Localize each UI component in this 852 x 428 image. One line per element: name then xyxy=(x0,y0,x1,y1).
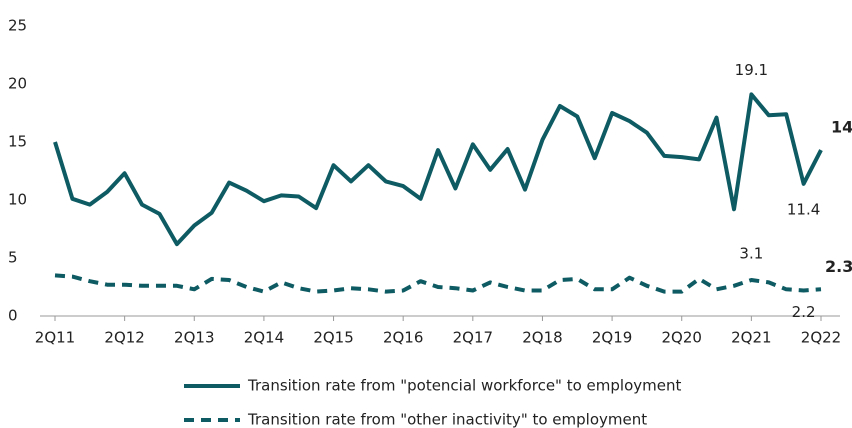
x-tick-label: 2Q14 xyxy=(244,329,284,347)
x-tick-label: 2Q12 xyxy=(104,329,144,347)
y-tick-label: 20 xyxy=(8,75,27,93)
data-line xyxy=(54,273,822,294)
x-tick-label: 2Q16 xyxy=(383,329,423,347)
y-tick-label: 5 xyxy=(8,249,18,267)
x-tick-label: 2Q18 xyxy=(522,329,562,347)
data-label: 2.3 xyxy=(825,257,852,276)
x-tick-label: 2Q11 xyxy=(35,329,75,347)
data-line xyxy=(53,92,823,247)
x-tick-label: 2Q17 xyxy=(453,329,493,347)
x-tick-label: 2Q20 xyxy=(662,329,702,347)
y-tick-label: 0 xyxy=(8,307,18,325)
y-tick-label: 25 xyxy=(8,17,27,35)
data-label: 2.2 xyxy=(792,303,816,321)
y-tick-label: 10 xyxy=(8,191,27,209)
x-tick-label: 2Q13 xyxy=(174,329,214,347)
y-tick-label: 15 xyxy=(8,133,27,151)
data-label: 11.4 xyxy=(787,200,820,218)
x-tick-label: 2Q22 xyxy=(801,329,841,347)
data-label: 14.3 xyxy=(831,118,852,137)
x-tick-label: 2Q21 xyxy=(731,329,771,347)
x-tick-label: 2Q19 xyxy=(592,329,632,347)
legend-label: Transition rate from "other inactivity" … xyxy=(247,411,647,428)
data-label: 3.1 xyxy=(739,245,763,263)
x-tick-label: 2Q15 xyxy=(313,329,353,347)
legend-label: Transition rate from "potencial workforc… xyxy=(247,377,681,395)
data-label: 19.1 xyxy=(735,61,768,79)
